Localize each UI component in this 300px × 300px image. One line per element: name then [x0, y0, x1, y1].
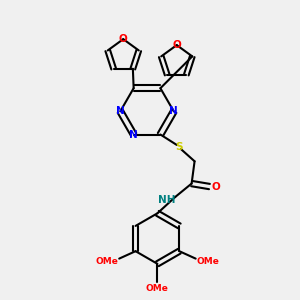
Text: OMe: OMe	[197, 257, 220, 266]
Text: NH: NH	[158, 195, 175, 205]
Text: O: O	[212, 182, 220, 191]
Text: S: S	[175, 142, 183, 152]
Text: N: N	[129, 130, 138, 140]
Text: OMe: OMe	[95, 257, 118, 266]
Text: OMe: OMe	[146, 284, 169, 293]
Text: N: N	[169, 106, 178, 116]
Text: O: O	[172, 40, 181, 50]
Text: O: O	[119, 34, 128, 44]
Text: N: N	[116, 106, 125, 116]
